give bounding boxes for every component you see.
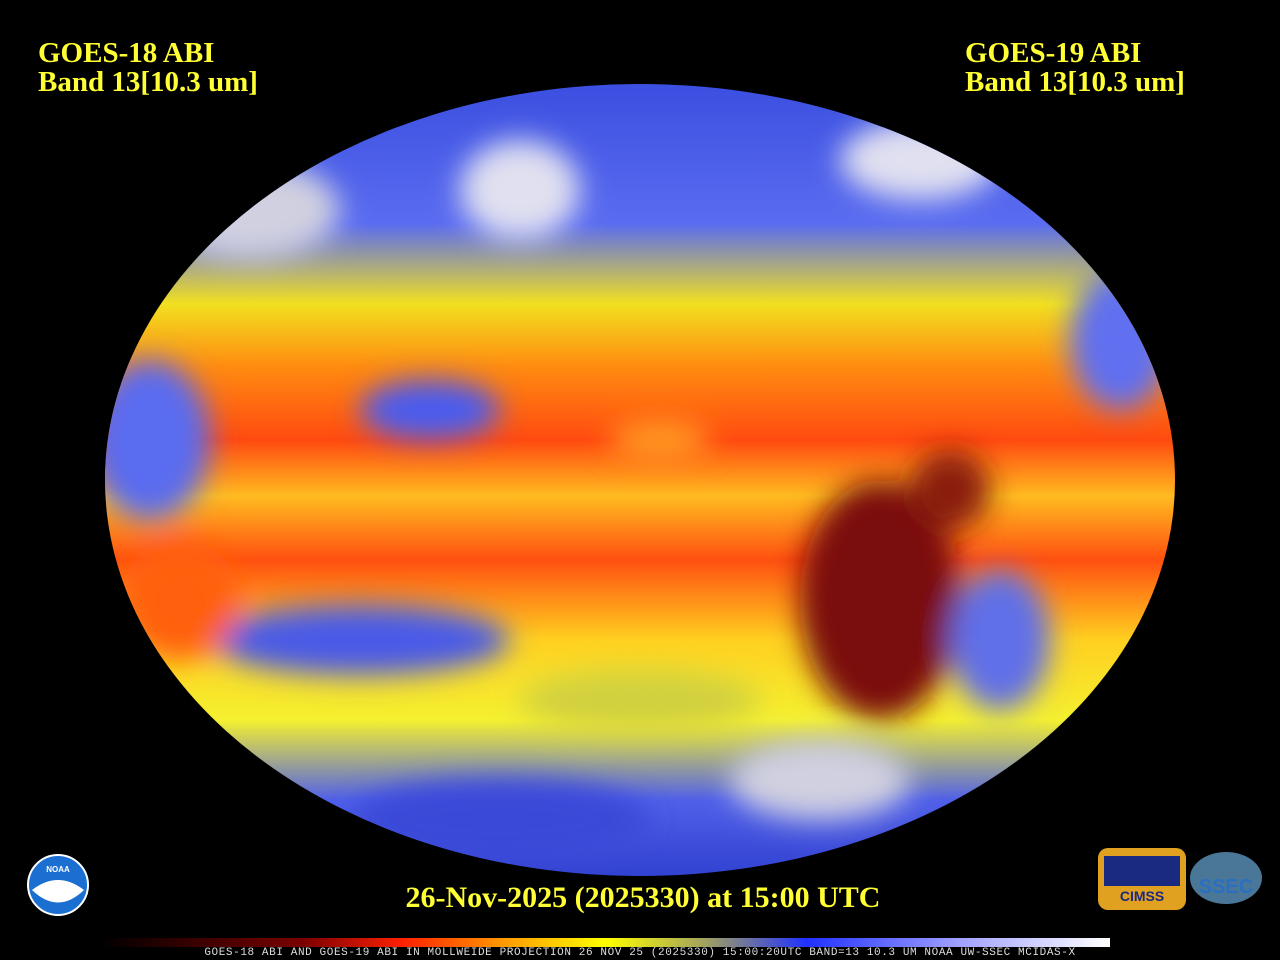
left-band: Band 13[10.3 um] <box>38 66 258 98</box>
cimss-logo: CIMSS <box>1098 848 1186 910</box>
left-satellite-title: GOES-18 ABI <box>38 37 214 69</box>
timestamp: 26-Nov-2025 (2025330) at 15:00 UTC <box>406 881 881 914</box>
footer-caption: GOES-18 ABI AND GOES-19 ABI IN MOLLWEIDE… <box>204 947 1075 959</box>
noaa-label: NOAA <box>46 865 70 874</box>
ssec-label: SSEC <box>1199 876 1253 898</box>
color-bar <box>100 938 1110 947</box>
globe <box>105 84 1175 876</box>
right-band: Band 13[10.3 um] <box>965 66 1185 98</box>
cimss-label: CIMSS <box>1120 888 1164 904</box>
noaa-logo: NOAA <box>27 854 89 916</box>
right-satellite-title: GOES-19 ABI <box>965 37 1141 69</box>
ssec-logo: SSEC <box>1190 852 1262 904</box>
